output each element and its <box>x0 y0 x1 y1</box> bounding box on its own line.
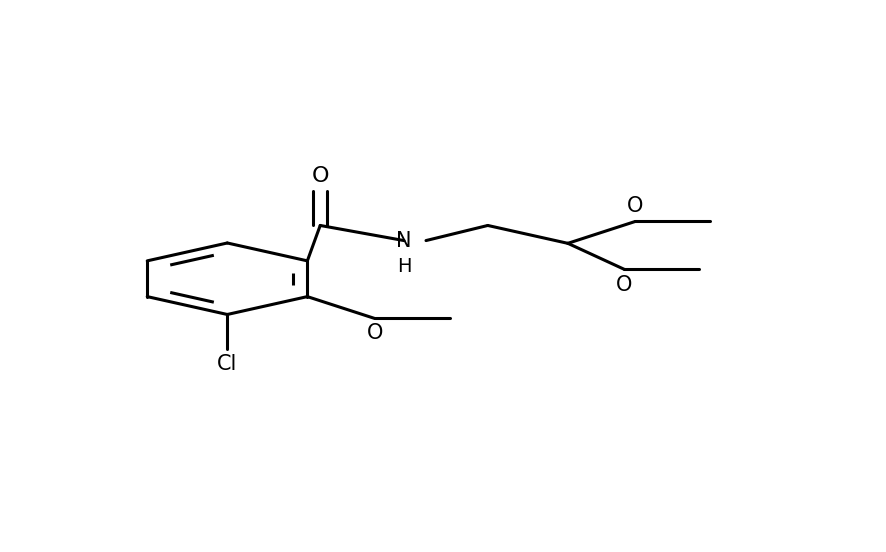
Text: O: O <box>627 196 643 216</box>
Text: H: H <box>397 257 411 277</box>
Text: O: O <box>617 275 633 295</box>
Text: N: N <box>396 231 412 251</box>
Text: O: O <box>312 166 329 186</box>
Text: O: O <box>367 323 383 343</box>
Text: Cl: Cl <box>217 354 237 374</box>
